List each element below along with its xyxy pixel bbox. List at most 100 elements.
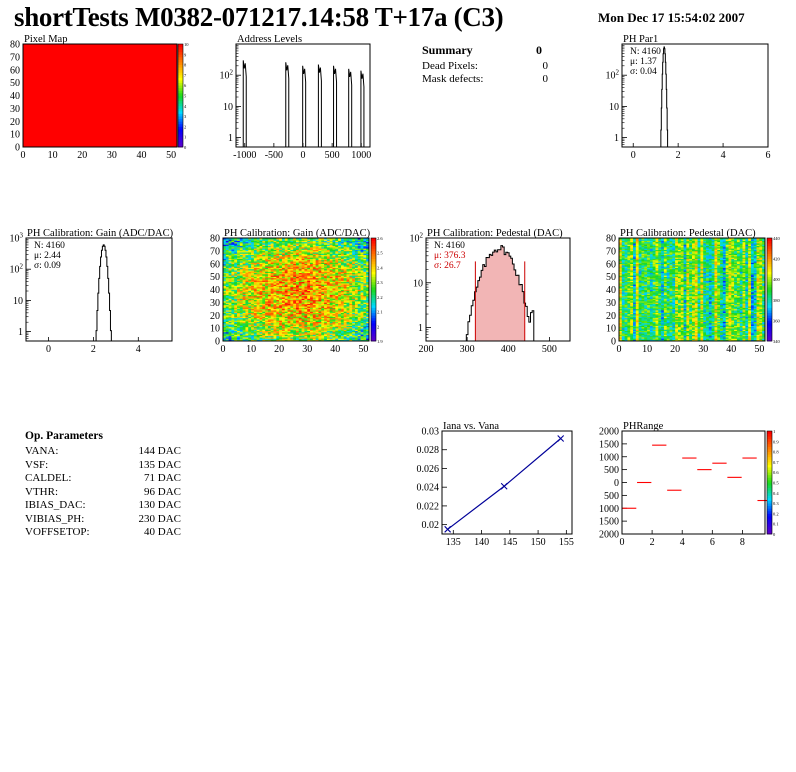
heatmap-cell [270,244,274,247]
heatmap-cell [354,285,359,288]
heatmap-cell [276,247,280,249]
heatmap-cell [273,331,277,334]
heatmap-cell [352,312,356,315]
heatmap-cell [340,265,345,267]
heatmap-cell [329,299,333,302]
heatmap-cell [298,338,302,341]
heatmap-cell [349,275,353,277]
heatmap-cell [228,311,232,313]
heatmap-cell [624,285,628,288]
heatmap-cell [273,295,277,298]
heatmap-cell [242,322,246,325]
heatmap-cell [354,266,359,268]
heatmap-cell [324,276,328,279]
heatmap-cell [332,334,336,337]
heatmap-cell [627,297,631,299]
heatmap-cell [343,326,347,329]
heatmap-cell [223,304,227,307]
heatmap-cell [225,262,229,265]
heatmap-cell [360,293,364,295]
heatmap-cell [619,321,623,324]
heatmap-cell [293,250,297,253]
heatmap-cell [237,240,241,243]
heatmap-cell [307,279,311,281]
y-tick-label: 102 [410,232,424,245]
heatmap-cell [248,293,252,295]
heatmap-cell [242,252,246,254]
heatmap-cell [228,292,232,294]
heatmap-cell [619,262,623,265]
heatmap-cell [276,267,280,270]
heatmap-cell [223,330,227,333]
heatmap-cell [324,254,328,257]
heatmap-cell [223,335,227,338]
heatmap-cell [267,298,272,301]
heatmap-cell [237,324,241,326]
heatmap-cell [312,292,316,294]
heatmap-cell [363,277,367,280]
heatmap-cell [321,324,325,326]
heatmap-cell [253,308,257,311]
heatmap-cell [312,268,316,271]
heatmap-cell [262,322,266,325]
heatmap-cell [343,252,347,254]
palette-label: 2.5 [377,251,383,256]
heatmap-cell [312,331,316,334]
heatmap-cell [256,277,260,280]
heatmap-cell [256,253,260,256]
heatmap-cell [627,330,631,333]
heatmap-cell [340,263,345,266]
heatmap-cell [298,289,302,292]
heatmap-cell [335,288,339,290]
heatmap-cell [279,329,283,331]
heatmap-cell [284,317,288,320]
heatmap-cell [225,303,229,306]
heatmap-cell [338,289,342,292]
heatmap-cell [338,301,342,303]
heatmap-cell [318,256,322,258]
heatmap-cell [262,326,266,329]
heatmap-cell [310,259,314,262]
heatmap-cell [312,335,316,338]
heatmap-cell [284,306,288,308]
heatmap-cell [310,257,314,259]
heatmap-cell [256,322,260,325]
heatmap-cell [315,275,319,277]
heatmap-cell [318,275,322,277]
heatmap-cell [267,325,272,328]
heatmap-cell [251,321,255,324]
heatmap-cell [312,274,316,276]
heatmap-cell [310,254,314,257]
heatmap-cell [239,316,243,319]
heatmap-cell [340,302,345,304]
heatmap-cell [343,258,347,261]
heatmap-cell [267,306,272,308]
chart-title: PH Calibration: Pedestal (DAC) [620,228,756,239]
heatmap-cell [321,326,325,329]
heatmap-cell [242,256,246,258]
heatmap-cell [231,258,235,261]
heatmap-cell [304,266,308,268]
heatmap-cell [253,258,257,261]
summary-heading-value: 0 [536,43,542,57]
heatmap-cell [245,249,249,252]
heatmap-cell [242,294,246,297]
heatmap-cell [270,310,274,312]
heatmap-cell [253,326,257,329]
heatmap-cell [312,245,316,248]
heatmap-cell [357,335,361,338]
heatmap-cell [248,243,252,245]
heatmap-cell [324,310,328,312]
heatmap-cell [293,290,297,293]
heatmap-cell [329,312,333,315]
heatmap-cell [627,289,631,292]
heatmap-cell [340,248,345,250]
heatmap-cell [621,330,625,333]
heatmap-cell [279,334,283,337]
heatmap-cell [338,298,342,301]
heatmap-cell [352,319,356,321]
heatmap-cell [225,258,229,261]
heatmap-cell [276,312,280,315]
heatmap-cell [267,239,272,241]
heatmap-cell [338,245,342,248]
